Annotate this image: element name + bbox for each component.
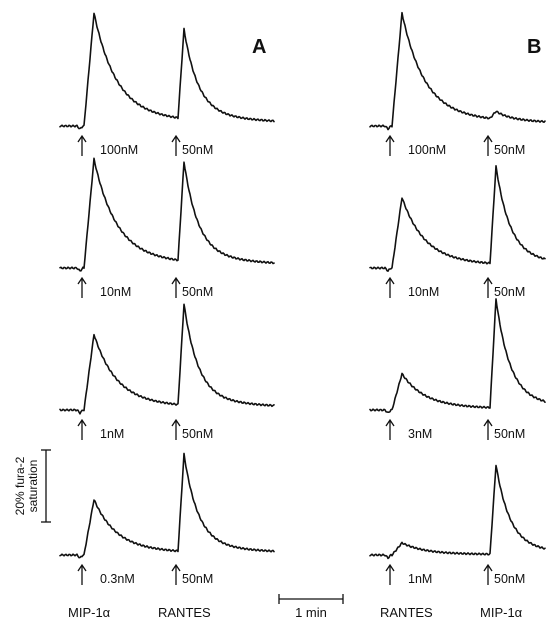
second-dose-label: 50nM: [494, 427, 525, 441]
panel-a-first-agent-label: MIP-1α: [68, 605, 111, 620]
panel-a-second-agent-label: RANTES: [158, 605, 211, 620]
first-dose-label: 3nM: [408, 427, 432, 441]
addition-arrow-icon: [385, 134, 395, 156]
trace-b-3: [369, 298, 546, 413]
first-dose-label: 100nM: [408, 143, 446, 157]
second-dose-label: 50nM: [494, 143, 525, 157]
panel-label-a: A: [252, 36, 266, 58]
traces-layer: 100nM 50nM 10nM 50nM 1nM 50nM 0.3nM 50nM 100nM 50…: [59, 11, 546, 586]
addition-arrow-icon: [483, 418, 493, 440]
first-dose-label: 1nM: [100, 427, 124, 441]
trace-b-2: [369, 165, 546, 272]
panel-label-b: B: [527, 36, 541, 58]
first-dose-label: 0.3nM: [100, 572, 135, 586]
trace-a-4: [59, 452, 275, 559]
addition-arrow-icon: [385, 418, 395, 440]
addition-arrow-icon: [171, 276, 181, 298]
addition-arrow-icon: [77, 418, 87, 440]
addition-arrow-icon: [77, 563, 87, 585]
addition-arrow-icon: [385, 563, 395, 585]
scale-bar-label-line2: saturation: [26, 460, 40, 513]
addition-arrow-icon: [483, 134, 493, 156]
trace-b-1: [369, 11, 546, 131]
second-dose-label: 50nM: [182, 285, 213, 299]
addition-arrow-icon: [483, 563, 493, 585]
trace-a-3: [59, 303, 275, 415]
first-dose-label: 10nM: [408, 285, 439, 299]
first-dose-label: 1nM: [408, 572, 432, 586]
addition-arrow-icon: [171, 563, 181, 585]
second-dose-label: 50nM: [494, 285, 525, 299]
first-dose-label: 100nM: [100, 143, 138, 157]
first-dose-label: 10nM: [100, 285, 131, 299]
trace-a-2: [59, 157, 275, 272]
second-dose-label: 50nM: [182, 427, 213, 441]
time-scale-label: 1 min: [295, 605, 327, 620]
trace-a-1: [59, 12, 275, 130]
addition-arrow-icon: [171, 418, 181, 440]
second-dose-label: 50nM: [182, 143, 213, 157]
addition-arrow-icon: [385, 276, 395, 298]
addition-arrow-icon: [171, 134, 181, 156]
second-dose-label: 50nM: [494, 572, 525, 586]
panel-b-first-agent-label: RANTES: [380, 605, 433, 620]
time-scale-bar: 1 min: [278, 594, 344, 620]
addition-arrow-icon: [77, 276, 87, 298]
panel-b-second-agent-label: MIP-1α: [480, 605, 523, 620]
scale-bar-label-line1: 20% fura-2: [13, 456, 27, 515]
addition-arrow-icon: [483, 276, 493, 298]
intensity-scale-bar: 20% fura-2 saturation: [13, 449, 51, 523]
second-dose-label: 50nM: [182, 572, 213, 586]
addition-arrow-icon: [77, 134, 87, 156]
trace-b-4: [369, 464, 546, 560]
